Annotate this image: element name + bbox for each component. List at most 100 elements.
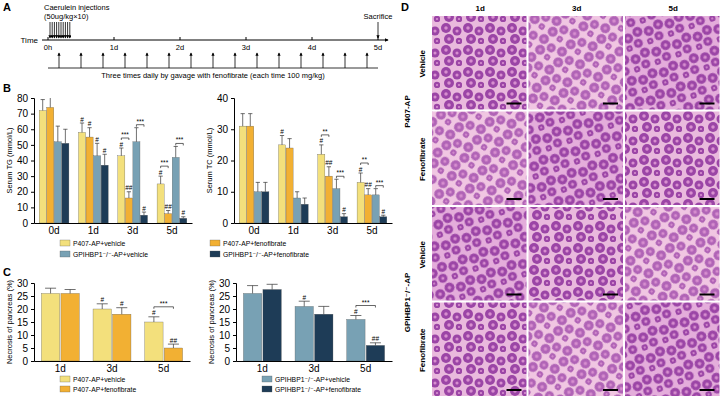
error-bar bbox=[248, 114, 252, 127]
tick-mark bbox=[31, 161, 34, 162]
scale-bar bbox=[603, 389, 618, 391]
injection-arrow bbox=[56, 22, 57, 38]
error-bar bbox=[263, 182, 267, 191]
bar bbox=[94, 156, 101, 223]
tick-label: 1d bbox=[257, 363, 268, 374]
tick-mark bbox=[233, 283, 236, 284]
tick-label: 5d bbox=[166, 225, 177, 236]
bracket bbox=[161, 166, 169, 168]
error-cap bbox=[103, 154, 107, 155]
tick-label: 30 bbox=[17, 278, 29, 289]
axis-line bbox=[35, 223, 193, 224]
legend-swatch bbox=[60, 240, 70, 246]
significance: ## bbox=[170, 337, 178, 344]
tick-mark bbox=[31, 283, 34, 284]
error-cap bbox=[318, 306, 329, 307]
tick: 15 bbox=[17, 317, 34, 328]
tick: 60 bbox=[17, 124, 34, 135]
gavage-arrow bbox=[345, 53, 346, 68]
bar bbox=[113, 314, 131, 361]
tick: 3d bbox=[327, 223, 338, 236]
tick-mark bbox=[31, 192, 34, 193]
tick: 1d bbox=[88, 223, 99, 236]
bar bbox=[301, 204, 308, 223]
micrograph bbox=[529, 303, 624, 397]
tick-label: 0 bbox=[222, 218, 228, 229]
error-cap bbox=[366, 188, 370, 189]
gavage-arrow bbox=[125, 53, 126, 68]
timeline: Time0h1d2d3d4d5dCaerulein injections(50u… bbox=[21, 3, 393, 80]
bracket bbox=[336, 176, 344, 178]
significance: *** bbox=[362, 299, 370, 306]
tick-label: 3d bbox=[242, 43, 250, 52]
injection-arrow bbox=[67, 22, 68, 38]
tick-mark bbox=[233, 335, 236, 336]
error-bar bbox=[295, 192, 299, 198]
gavage-label: Three times daily by gavage with fenofib… bbox=[101, 71, 325, 80]
error-line bbox=[375, 343, 376, 346]
error-line bbox=[121, 308, 122, 315]
error-cap bbox=[319, 144, 323, 145]
bracket bbox=[121, 138, 129, 140]
error-line bbox=[368, 189, 369, 195]
significance: # bbox=[120, 300, 124, 307]
error-cap bbox=[381, 215, 385, 216]
tick-label: 0d bbox=[248, 225, 259, 236]
tick: 1d bbox=[288, 223, 299, 236]
error-line bbox=[104, 154, 105, 165]
significance: # bbox=[100, 296, 104, 303]
bar bbox=[340, 217, 347, 223]
bar bbox=[62, 143, 69, 223]
significance: *** bbox=[160, 300, 168, 307]
tick: 80 bbox=[17, 93, 34, 104]
tick-label: 15 bbox=[219, 317, 231, 328]
legend-label: P407-AP+vehicle bbox=[73, 376, 126, 383]
axis-line bbox=[235, 223, 393, 224]
tick-label: 5d bbox=[366, 225, 377, 236]
tick-mark bbox=[31, 309, 34, 310]
significance: # bbox=[142, 205, 146, 212]
bar bbox=[164, 348, 182, 361]
plot-area bbox=[41, 288, 182, 361]
tick-label: 3d bbox=[106, 363, 117, 374]
legend-label: P407-AP+fenofibrate bbox=[223, 240, 287, 247]
error-line bbox=[355, 316, 356, 320]
error-cap bbox=[374, 188, 378, 189]
bar-chart: 0510152025301d3d5dNecrosis of pancreas (… bbox=[5, 278, 191, 374]
bar bbox=[239, 126, 246, 223]
tick: 70 bbox=[17, 108, 34, 119]
error-cap bbox=[148, 316, 159, 317]
bar bbox=[365, 195, 372, 223]
tick-mark bbox=[31, 207, 34, 208]
tick: 0 bbox=[222, 218, 234, 229]
tick bbox=[246, 37, 247, 40]
tick-label: 0 bbox=[22, 356, 28, 367]
error-line bbox=[168, 211, 169, 214]
error-bar bbox=[97, 304, 108, 309]
bar bbox=[262, 192, 269, 223]
row-label: Vehicle bbox=[418, 240, 427, 268]
significance: # bbox=[120, 141, 124, 148]
injection-dose: (50ug/kg×10) bbox=[44, 12, 89, 21]
row-label: Vehicle bbox=[418, 49, 427, 77]
error-bar bbox=[148, 317, 159, 322]
error-bar bbox=[103, 154, 107, 165]
tick bbox=[114, 37, 115, 40]
axis-title: Serum TG (mmol/L) bbox=[5, 127, 14, 194]
tick-label: 60 bbox=[17, 124, 29, 135]
error-cap bbox=[248, 113, 252, 114]
error-line bbox=[136, 128, 137, 142]
tick: 40 bbox=[217, 93, 234, 104]
scale-bar bbox=[507, 389, 522, 391]
legend-item: GPIHBP1⁻/⁻-AP+fenofibrate bbox=[262, 386, 361, 393]
error-cap bbox=[80, 123, 84, 124]
error-bar bbox=[63, 129, 67, 143]
tick-label: 10 bbox=[17, 202, 29, 213]
injection-arrow bbox=[65, 22, 66, 38]
bar bbox=[61, 293, 79, 361]
tick-label: 25 bbox=[219, 291, 231, 302]
bar bbox=[380, 217, 387, 223]
tick: 5d bbox=[366, 223, 377, 236]
tick: 5 bbox=[22, 343, 34, 354]
tick: 50 bbox=[17, 140, 34, 151]
